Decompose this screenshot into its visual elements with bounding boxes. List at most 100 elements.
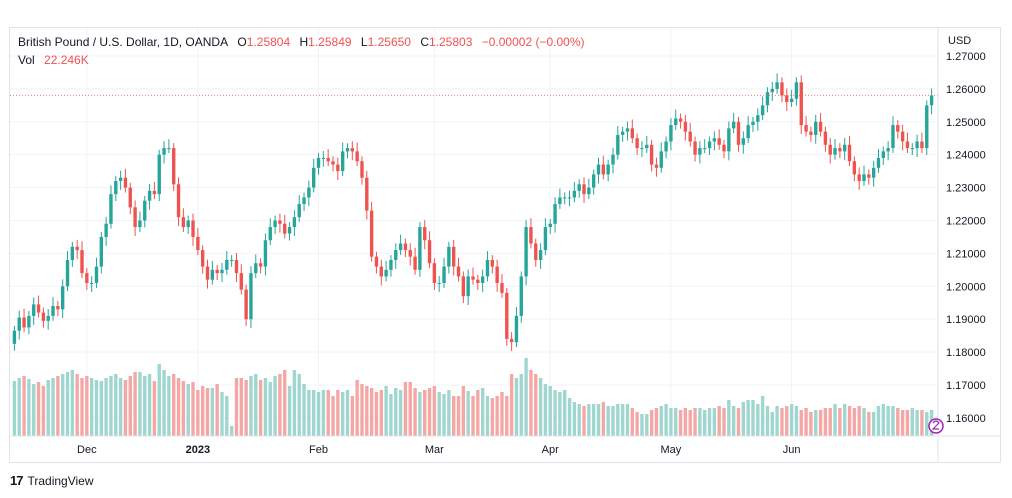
candle-body xyxy=(162,148,166,155)
tradingview-branding[interactable]: 17 TradingView xyxy=(10,473,94,488)
volume-bar xyxy=(225,396,229,436)
volume-bar xyxy=(794,406,799,436)
candle-body xyxy=(200,250,205,267)
candle-body xyxy=(210,269,215,280)
candle-body xyxy=(698,148,702,155)
volume-bar xyxy=(379,390,383,436)
volume-bar xyxy=(775,406,779,436)
candle-body xyxy=(717,138,721,145)
volume-label[interactable]: Vol xyxy=(18,53,35,67)
candle-body xyxy=(780,82,784,96)
candle-body xyxy=(789,98,794,103)
candle-body xyxy=(495,266,499,283)
volume-bar xyxy=(302,384,306,436)
candle-body xyxy=(418,227,422,270)
x-tick-label: Apr xyxy=(542,444,559,456)
volume-bar xyxy=(635,412,639,436)
candle-body xyxy=(427,240,432,264)
volume-bar xyxy=(176,378,181,436)
candle-body xyxy=(355,151,359,162)
candle-body xyxy=(75,246,79,251)
time-axis[interactable]: Dec 2023 Feb Mar Apr May Jun xyxy=(10,435,1000,456)
volume-bar xyxy=(852,408,857,436)
volume-bar xyxy=(587,404,591,436)
volume-bar xyxy=(712,408,717,436)
candle-body xyxy=(22,317,26,328)
candle-body xyxy=(707,141,712,149)
candle-body xyxy=(442,266,446,283)
candle-body xyxy=(881,151,886,158)
candle-body xyxy=(683,121,688,132)
candle-body xyxy=(794,82,799,99)
candle-body xyxy=(553,204,557,224)
candle-body xyxy=(722,144,726,152)
candle-body xyxy=(896,125,900,132)
candle-body xyxy=(905,141,910,149)
candle-body xyxy=(36,304,41,313)
volume-bar xyxy=(94,380,99,436)
volume-bar xyxy=(871,412,876,436)
high-value: 1.25849 xyxy=(308,35,352,49)
candle-body xyxy=(389,259,393,270)
candle-body xyxy=(751,121,755,126)
volume-bar xyxy=(292,370,297,436)
volume-bar xyxy=(336,390,340,436)
volume-bar xyxy=(693,408,697,436)
dividend-marker[interactable] xyxy=(928,418,944,434)
candle-body xyxy=(239,273,243,290)
candle-body xyxy=(630,128,634,139)
candle-body xyxy=(543,227,548,251)
volume-bar xyxy=(389,394,393,436)
candle-body xyxy=(674,118,678,126)
candle-body xyxy=(616,134,620,155)
y-tick-label: 1.18000 xyxy=(946,347,986,359)
y-tick-label: 1.26000 xyxy=(946,84,986,96)
volume-bar xyxy=(447,390,451,436)
tradingview-name: TradingView xyxy=(27,473,94,488)
open-label: O xyxy=(237,35,247,49)
candle-body xyxy=(157,154,161,195)
volume-bar xyxy=(345,390,350,436)
volume-bar xyxy=(543,384,548,436)
candle-body xyxy=(456,266,461,277)
candle-body xyxy=(408,250,412,257)
candle-body xyxy=(529,227,533,244)
candle-body xyxy=(172,148,176,185)
candle-body xyxy=(423,227,427,241)
volume-bar xyxy=(591,404,596,436)
candle-body xyxy=(452,246,456,267)
candle-body xyxy=(302,197,306,205)
candle-body xyxy=(229,259,234,261)
candle-body xyxy=(538,250,543,260)
volume-bar xyxy=(80,378,84,436)
volume-bar xyxy=(437,392,441,436)
volume-bar xyxy=(249,376,253,436)
volume-bar xyxy=(65,372,70,436)
candle-body xyxy=(669,125,673,142)
candle-body xyxy=(85,273,89,283)
candle-body xyxy=(326,157,330,162)
candle-body xyxy=(70,246,75,260)
volume-bar xyxy=(12,381,17,436)
y-tick-label: 1.20000 xyxy=(946,281,986,293)
candle-body xyxy=(509,338,514,343)
candle-body xyxy=(316,157,321,168)
volume-bar xyxy=(505,396,509,436)
candle-body xyxy=(480,276,485,283)
candle-body xyxy=(635,138,639,149)
symbol-title[interactable]: British Pound / U.S. Dollar, 1D, OANDA xyxy=(18,35,229,49)
volume-bar xyxy=(27,379,31,436)
candle-body xyxy=(258,263,263,267)
candle-body xyxy=(664,141,668,152)
price-axis[interactable]: 1.27000 1.26000 1.25000 1.24000 1.23000 1.220… xyxy=(937,28,986,463)
y-tick-label: 1.16000 xyxy=(946,413,986,425)
x-tick-label: Dec xyxy=(77,444,97,456)
volume-bar xyxy=(625,404,630,436)
volume-bar xyxy=(162,370,166,436)
volume-bar xyxy=(611,406,615,436)
candle-body xyxy=(99,236,103,267)
volume-bar xyxy=(60,374,65,436)
candle-body xyxy=(625,128,630,132)
volume-bar xyxy=(785,406,789,436)
